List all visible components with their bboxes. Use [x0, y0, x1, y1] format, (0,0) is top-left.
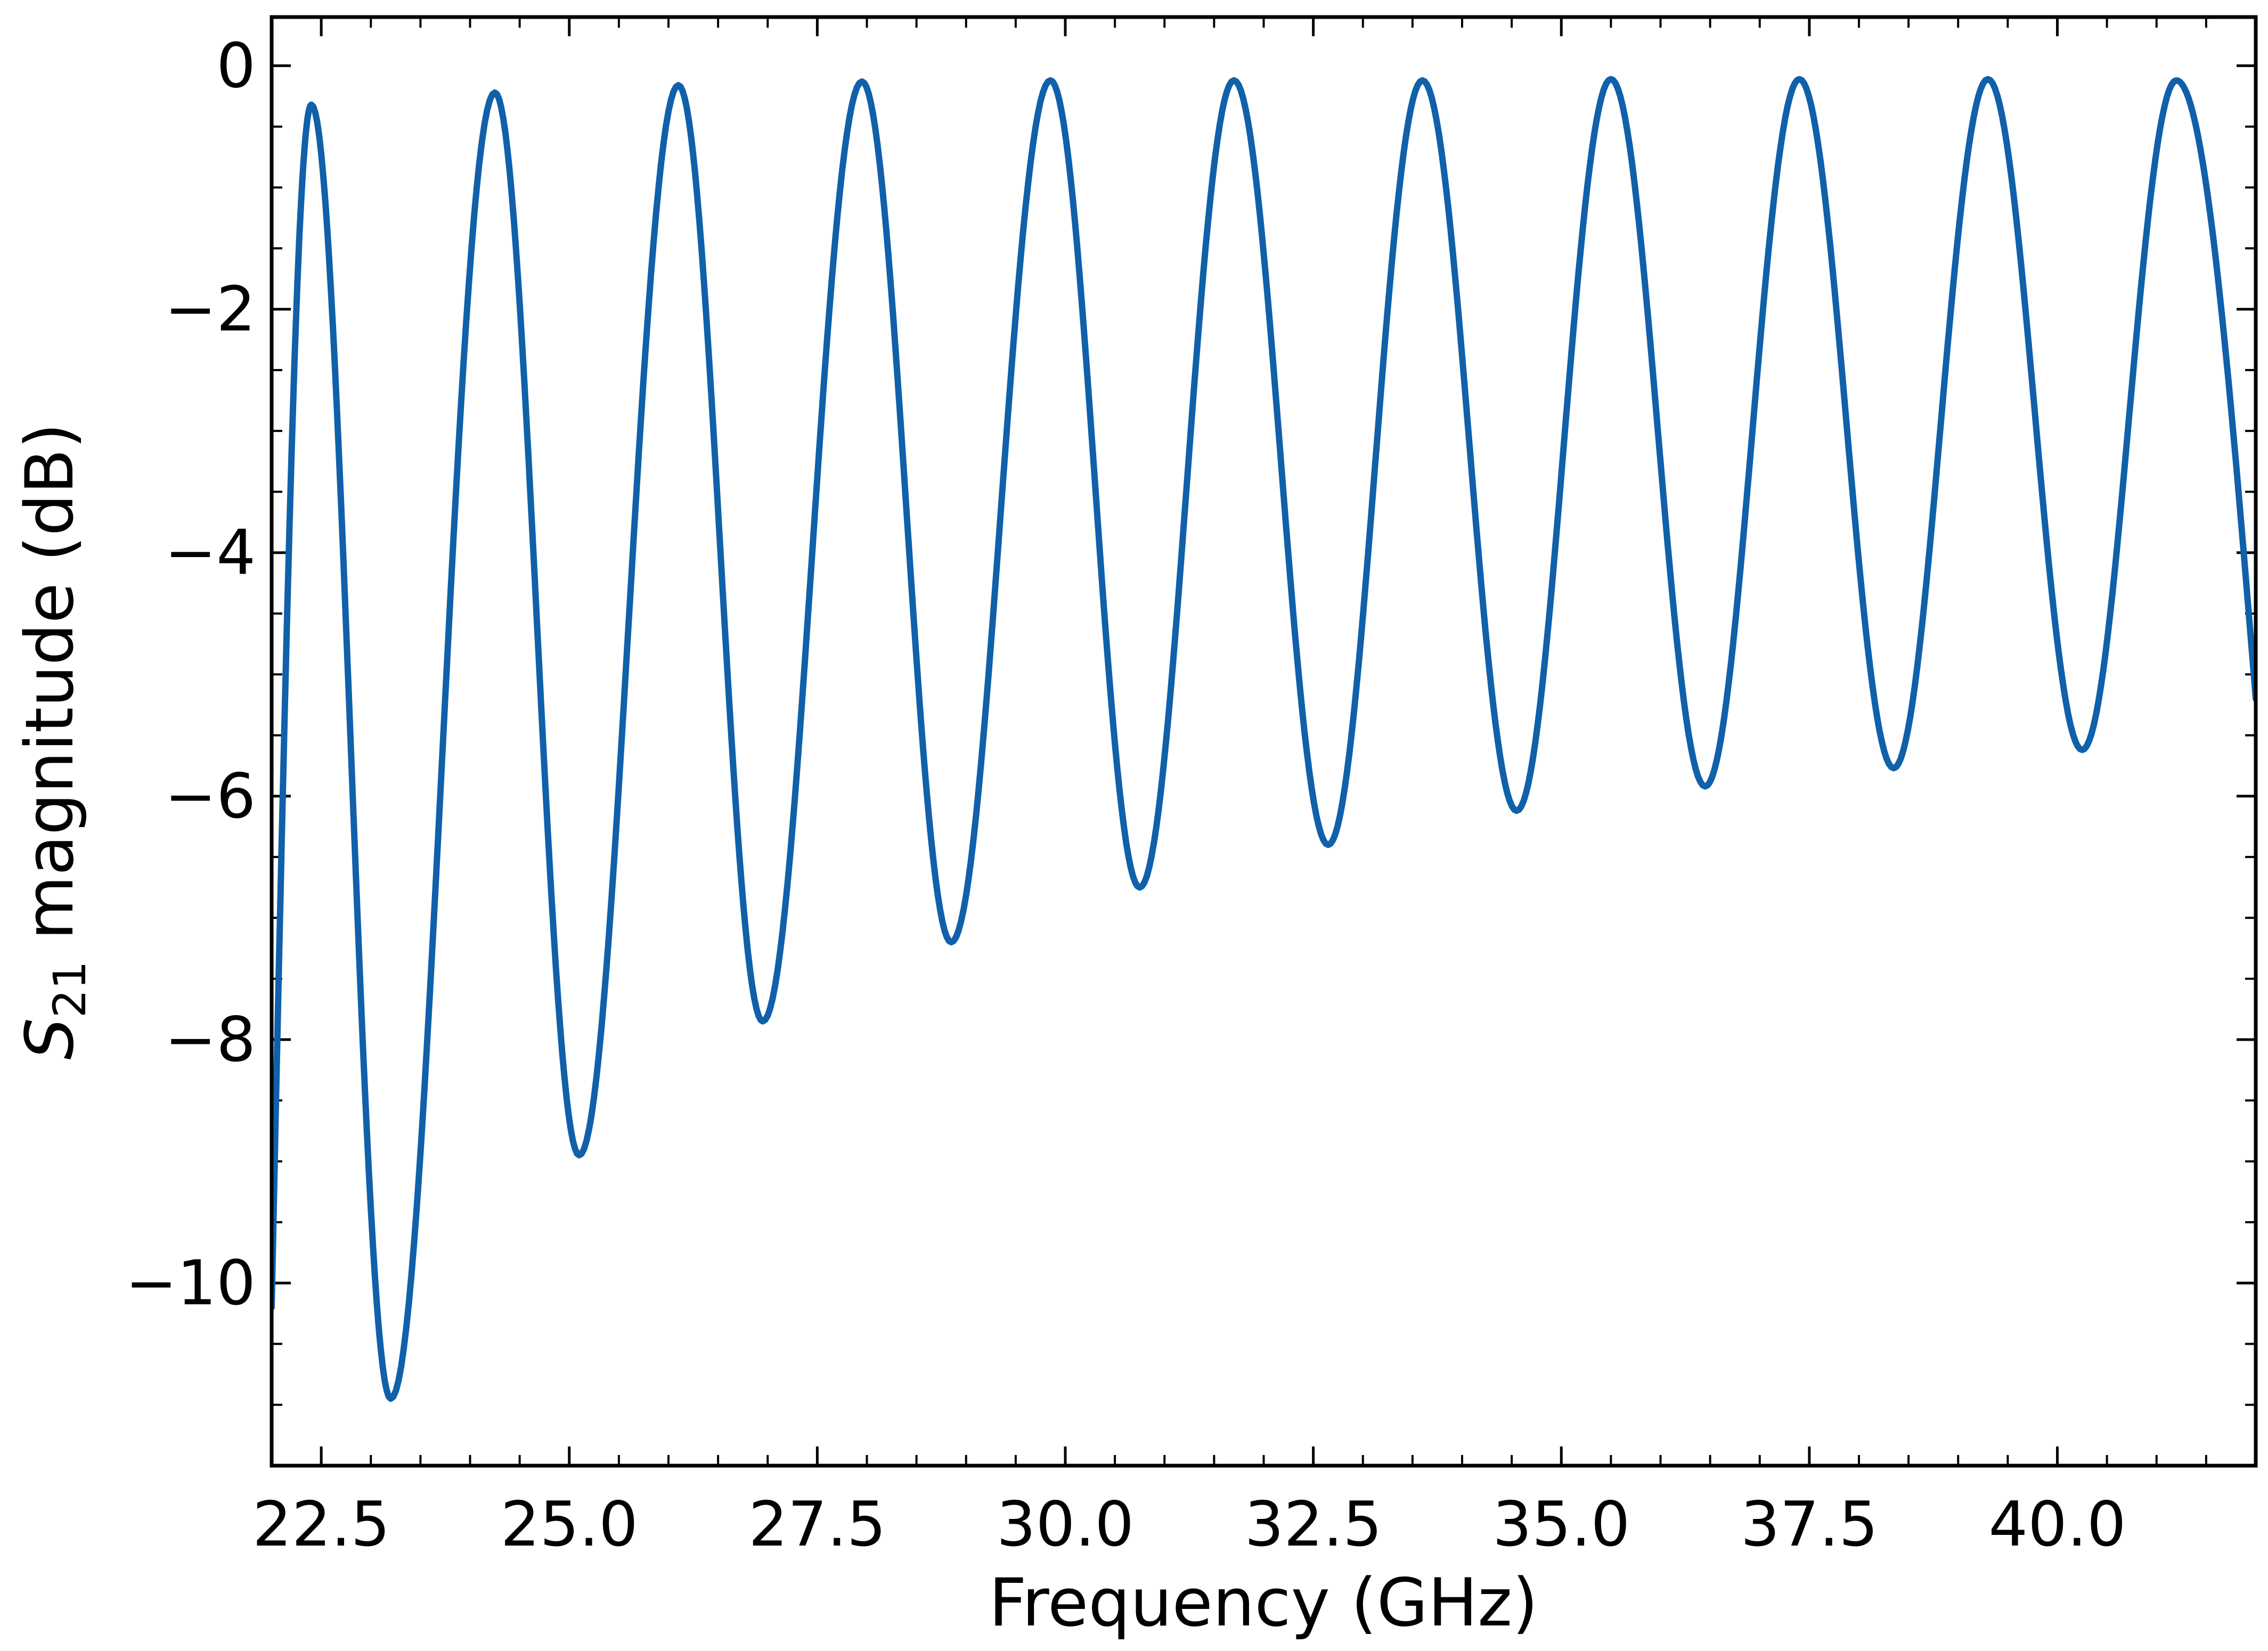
x-tick-label: 25.0	[501, 1489, 638, 1560]
y-tick-label: −10	[125, 1247, 256, 1319]
tick-labels-layer: 22.5 25.0 27.5 30.0 32.5 35.0 37.5 40.0 0 −2 −4 −6 −…	[125, 30, 2126, 1560]
x-tick-label: 35.0	[1492, 1489, 1630, 1560]
plot-frame	[270, 15, 2258, 1468]
y-tick-label: 0	[216, 30, 256, 102]
y-axis-label: S21 magnitude (dB)	[12, 423, 96, 1060]
y-axis-label-symbol: S	[12, 1018, 88, 1060]
y-axis-label-subscript: 21	[44, 961, 96, 1018]
x-tick-label: 30.0	[997, 1489, 1134, 1560]
x-tick-label: 40.0	[1988, 1489, 2126, 1560]
y-tick-label: −2	[165, 274, 256, 346]
x-tick-label: 37.5	[1741, 1489, 1878, 1560]
series-layer	[272, 76, 2256, 1402]
y-tick-label: −8	[165, 1004, 256, 1076]
x-tick-label: 27.5	[748, 1489, 886, 1560]
y-axis-label-rest: magnitude (dB)	[12, 423, 88, 961]
y-tick-label: −6	[165, 761, 256, 832]
series-line	[272, 76, 2256, 1402]
y-tick-label: −4	[165, 517, 256, 589]
x-axis-label: Frequency (GHz)	[989, 1565, 1538, 1641]
x-tick-label: 32.5	[1244, 1489, 1382, 1560]
x-tick-label: 22.5	[252, 1489, 390, 1560]
